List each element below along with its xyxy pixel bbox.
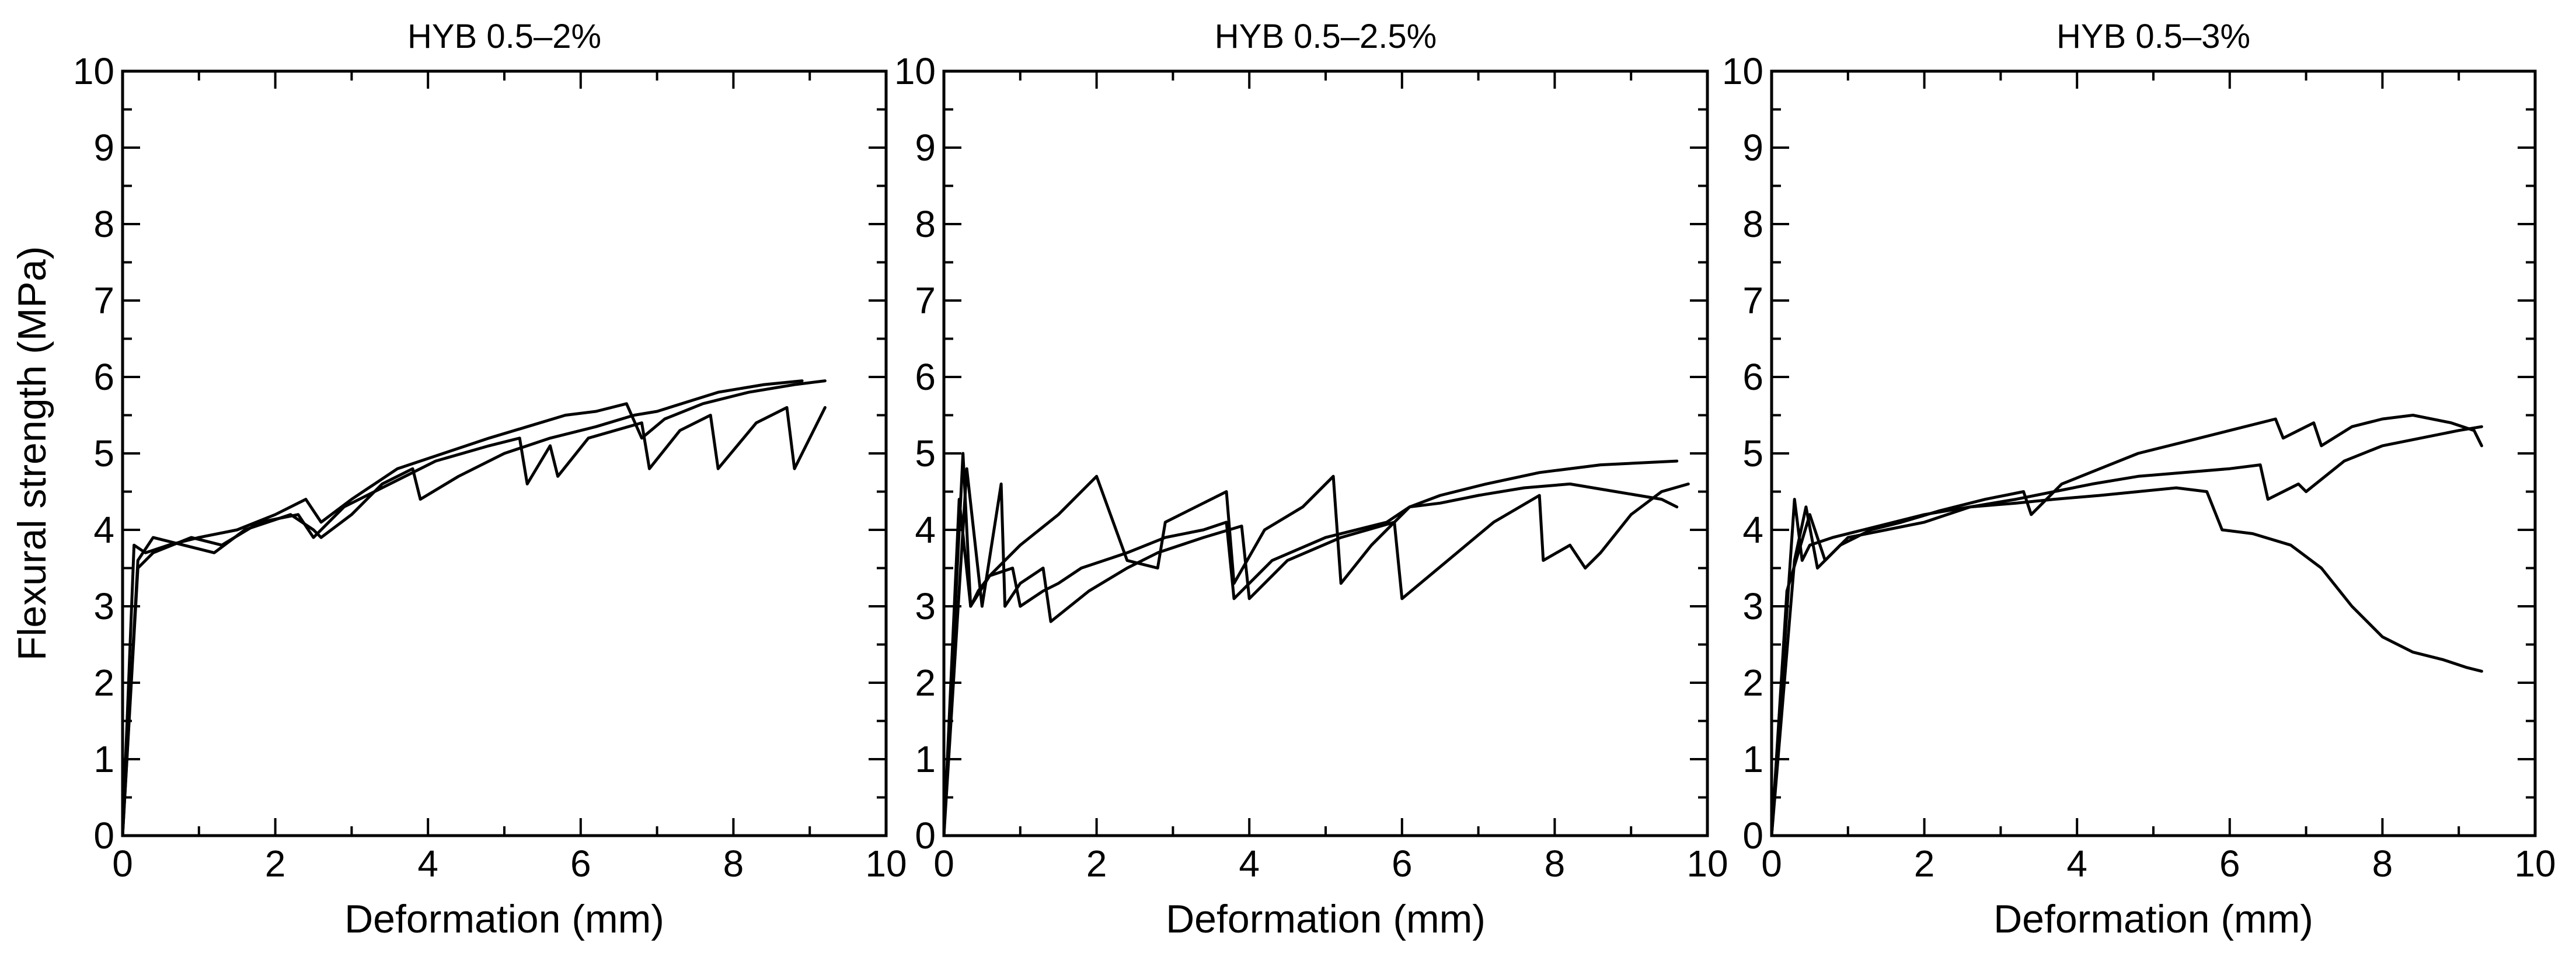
y-tick-label: 7 <box>93 280 114 322</box>
y-tick-label: 6 <box>93 356 114 398</box>
y-tick-label: 3 <box>915 585 936 627</box>
chart-panel-2: HYB 0.5–2.5% 0 1 2 3 4 5 6 7 8 9 10 0 2 4 6 8 10 Deformati… <box>894 18 1728 941</box>
series-line-2 <box>121 379 804 837</box>
x-tick-label: 2 <box>1914 843 1935 885</box>
y-tick-label: 7 <box>915 280 936 322</box>
y-tick-label: 8 <box>915 203 936 245</box>
y-tick-label: 1 <box>1742 738 1763 780</box>
y-tick-label: 10 <box>73 50 114 92</box>
x-tick-label: 6 <box>1392 843 1413 885</box>
y-tick-label: 9 <box>93 127 114 169</box>
x-tick-label: 0 <box>1761 843 1782 885</box>
y-tick-label: 6 <box>1742 356 1763 398</box>
y-tick-label: 5 <box>93 432 114 474</box>
x-axis-label: Deformation (mm) <box>344 897 664 941</box>
y-tick-label: 5 <box>1742 432 1763 474</box>
y-tick-label: 7 <box>1742 280 1763 322</box>
y-tick-label: 3 <box>93 585 114 627</box>
y-tick-label: 4 <box>915 509 936 551</box>
y-tick-label: 9 <box>915 127 936 169</box>
x-tick-label: 0 <box>112 843 133 885</box>
y-tick-label: 2 <box>1742 662 1763 704</box>
y-tick-label: 1 <box>93 738 114 780</box>
y-tick-label: 1 <box>915 738 936 780</box>
panel-title: HYB 0.5–2.5% <box>1215 18 1437 55</box>
y-tick-label: 5 <box>915 432 936 474</box>
x-tick-label: 6 <box>2219 843 2240 885</box>
chart-panel-1: HYB 0.5–2% 0 1 2 3 4 5 6 7 8 9 10 0 2 4 6 8 10 Deformation… <box>10 18 907 941</box>
series-line-3 <box>1770 414 2483 837</box>
plot-frame <box>1770 69 2537 837</box>
x-tick-label: 2 <box>1086 843 1107 885</box>
series-line-3 <box>942 467 1690 837</box>
panel-title: HYB 0.5–3% <box>2056 18 2250 55</box>
series-line-1 <box>942 452 1679 837</box>
panel-title: HYB 0.5–2% <box>407 18 601 55</box>
y-tick-label: 6 <box>915 356 936 398</box>
chart-panel-3: HYB 0.5–3% 0 1 2 3 4 5 6 7 8 9 10 0 2 4 6 8 10 Deformation… <box>1722 18 2556 941</box>
x-tick-label: 4 <box>417 843 438 885</box>
y-tick-label: 0 <box>1742 815 1763 857</box>
y-tick-label: 8 <box>93 203 114 245</box>
y-tick-label: 0 <box>93 815 114 857</box>
y-tick-label: 0 <box>915 815 936 857</box>
x-tick-label: 6 <box>570 843 591 885</box>
series-line-2 <box>942 482 1679 837</box>
y-tick-label: 3 <box>1742 585 1763 627</box>
y-axis-label: Flexural strength (MPa) <box>10 246 54 661</box>
y-tick-label: 4 <box>1742 509 1763 551</box>
y-tick-label: 9 <box>1742 127 1763 169</box>
y-tick-label: 2 <box>915 662 936 704</box>
y-tick-label: 4 <box>93 509 114 551</box>
x-tick-label: 2 <box>265 843 286 885</box>
series-line-3 <box>121 406 827 837</box>
x-tick-label: 8 <box>2372 843 2393 885</box>
x-tick-label: 0 <box>933 843 954 885</box>
series-line-1 <box>1770 486 2483 837</box>
plot-frame <box>942 69 1709 837</box>
y-tick-label: 10 <box>1722 50 1763 92</box>
x-tick-label: 8 <box>723 843 744 885</box>
x-axis-label: Deformation (mm) <box>1166 897 1486 941</box>
y-tick-label: 2 <box>93 662 114 704</box>
x-tick-label: 10 <box>1686 843 1728 885</box>
y-tick-label: 8 <box>1742 203 1763 245</box>
x-tick-label: 4 <box>1239 843 1260 885</box>
x-tick-label: 4 <box>2066 843 2087 885</box>
x-tick-label: 10 <box>865 843 907 885</box>
x-tick-label: 8 <box>1545 843 1566 885</box>
x-tick-label: 10 <box>2514 843 2556 885</box>
x-axis-label: Deformation (mm) <box>1993 897 2313 941</box>
y-tick-label: 10 <box>894 50 936 92</box>
